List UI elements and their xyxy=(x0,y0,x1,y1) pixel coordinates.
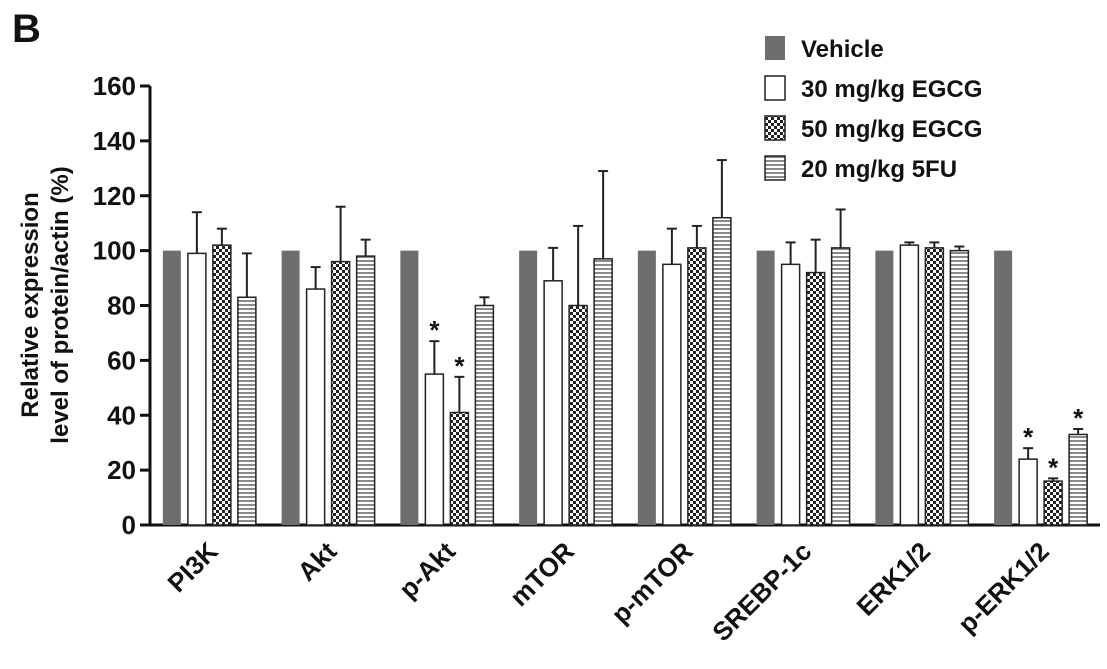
legend-swatch xyxy=(765,156,785,180)
legend-swatch xyxy=(765,116,785,140)
y-tick-label: 140 xyxy=(93,126,136,156)
bar xyxy=(425,374,443,525)
bar xyxy=(807,273,825,525)
bar xyxy=(188,253,206,525)
page: B Relative expression level of protein/a… xyxy=(0,0,1107,669)
y-tick-label: 120 xyxy=(93,181,136,211)
significance-label: * xyxy=(429,315,440,345)
bar xyxy=(163,251,181,525)
bar xyxy=(875,251,893,525)
bar xyxy=(569,306,587,526)
bar xyxy=(450,413,468,525)
bar xyxy=(1069,434,1087,525)
legend-label: 50 mg/kg EGCG xyxy=(801,116,982,143)
chart: B Relative expression level of protein/a… xyxy=(0,0,1107,664)
legend-label: 30 mg/kg EGCG xyxy=(801,76,982,103)
y-tick-label: 60 xyxy=(107,345,136,375)
chart-title: B xyxy=(12,7,41,51)
bar xyxy=(594,259,612,525)
bar xyxy=(832,248,850,525)
y-axis-label: Relative expression xyxy=(17,192,44,417)
bar xyxy=(1044,481,1062,525)
y-tick-label: 40 xyxy=(107,400,136,430)
legend-label: Vehicle xyxy=(801,36,884,63)
bar xyxy=(900,245,918,525)
legend-label: 20 mg/kg 5FU xyxy=(801,156,957,183)
y-tick-label: 100 xyxy=(93,236,136,266)
x-tick-label: p-Akt xyxy=(393,536,461,604)
bar xyxy=(282,251,300,525)
bar xyxy=(357,256,375,525)
significance-label: * xyxy=(1023,422,1034,452)
x-tick-label: PI3K xyxy=(162,536,224,598)
bar xyxy=(307,289,325,525)
x-tick-label: mTOR xyxy=(504,536,580,612)
bar xyxy=(400,251,418,525)
x-tick-label: Akt xyxy=(292,536,343,587)
bar xyxy=(757,251,775,525)
significance-label: * xyxy=(1048,452,1059,482)
bar xyxy=(782,264,800,525)
bar xyxy=(1019,459,1037,525)
bar xyxy=(238,297,256,525)
bar xyxy=(925,248,943,525)
y-axis-label: level of protein/actin (%) xyxy=(47,166,74,443)
bar xyxy=(663,264,681,525)
bar xyxy=(713,218,731,525)
bar xyxy=(332,262,350,525)
bar xyxy=(475,306,493,526)
bar xyxy=(994,251,1012,525)
bar xyxy=(544,281,562,525)
x-tick-label: SREBP-1c xyxy=(706,536,817,647)
y-tick-label: 0 xyxy=(122,510,136,540)
bar xyxy=(213,245,231,525)
y-tick-label: 80 xyxy=(107,291,136,321)
bar xyxy=(688,248,706,525)
x-tick-label: p-ERK1/2 xyxy=(952,536,1055,639)
x-tick-label: ERK1/2 xyxy=(851,536,937,622)
bar xyxy=(519,251,537,525)
y-tick-label: 20 xyxy=(107,455,136,485)
bar xyxy=(950,251,968,525)
x-tick-label: p-mTOR xyxy=(605,536,699,630)
significance-label: * xyxy=(1073,403,1084,433)
legend-swatch xyxy=(765,76,785,100)
significance-label: * xyxy=(454,351,465,381)
y-tick-label: 160 xyxy=(93,71,136,101)
bar xyxy=(638,251,656,525)
legend-swatch xyxy=(765,36,785,60)
